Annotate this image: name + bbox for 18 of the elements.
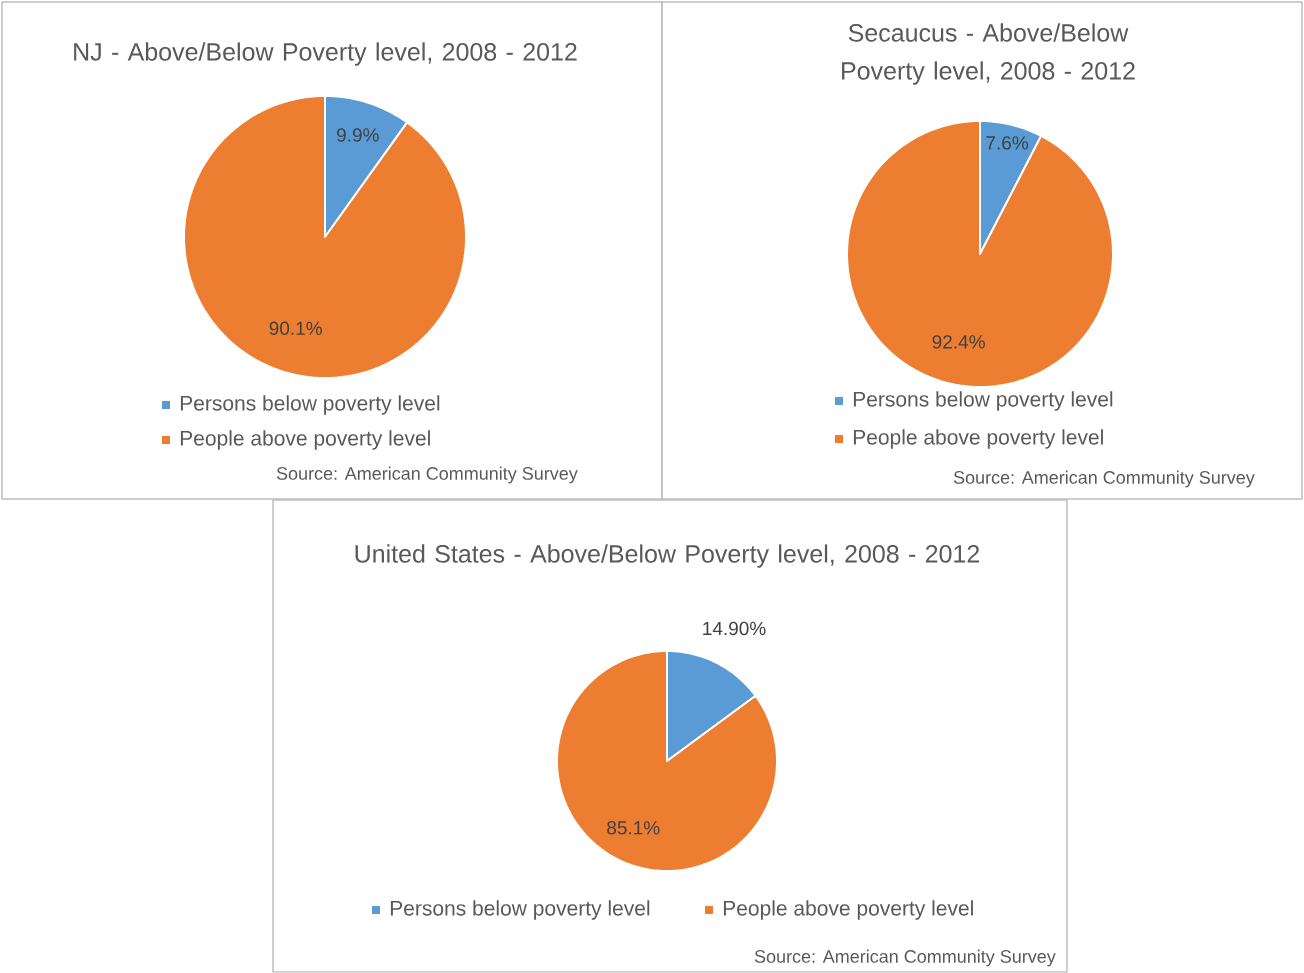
- data-label: 92.4%: [932, 335, 985, 349]
- legend-label: People above poverty level: [723, 900, 973, 920]
- data-label: 85.1%: [607, 821, 660, 835]
- data-label: 14.90%: [703, 621, 766, 636]
- legend-label: Persons below poverty level: [390, 900, 650, 920]
- source-note: Source: American Community Survey: [953, 470, 1255, 488]
- chart-title: United States - Above/Below Poverty level, 2008 - 2012: [355, 544, 980, 568]
- legend-label: People above poverty level: [853, 429, 1103, 449]
- chart-title: NJ - Above/Below Poverty level, 2008 - 2012: [74, 42, 577, 66]
- data-label: 90.1%: [269, 321, 322, 336]
- legend-label: People above poverty level: [180, 430, 430, 450]
- legend-label: Persons below poverty level: [180, 395, 440, 415]
- chart-title: Secaucus - Above/Below Poverty level, 2008 - 2012: [842, 23, 1135, 85]
- source-note: Source: American Community Survey: [276, 466, 578, 484]
- data-label: 7.6%: [986, 136, 1029, 150]
- data-label: 9.9%: [337, 128, 379, 142]
- source-note: Source: American Community Survey: [754, 949, 1056, 967]
- legend-label: Persons below poverty level: [853, 391, 1113, 411]
